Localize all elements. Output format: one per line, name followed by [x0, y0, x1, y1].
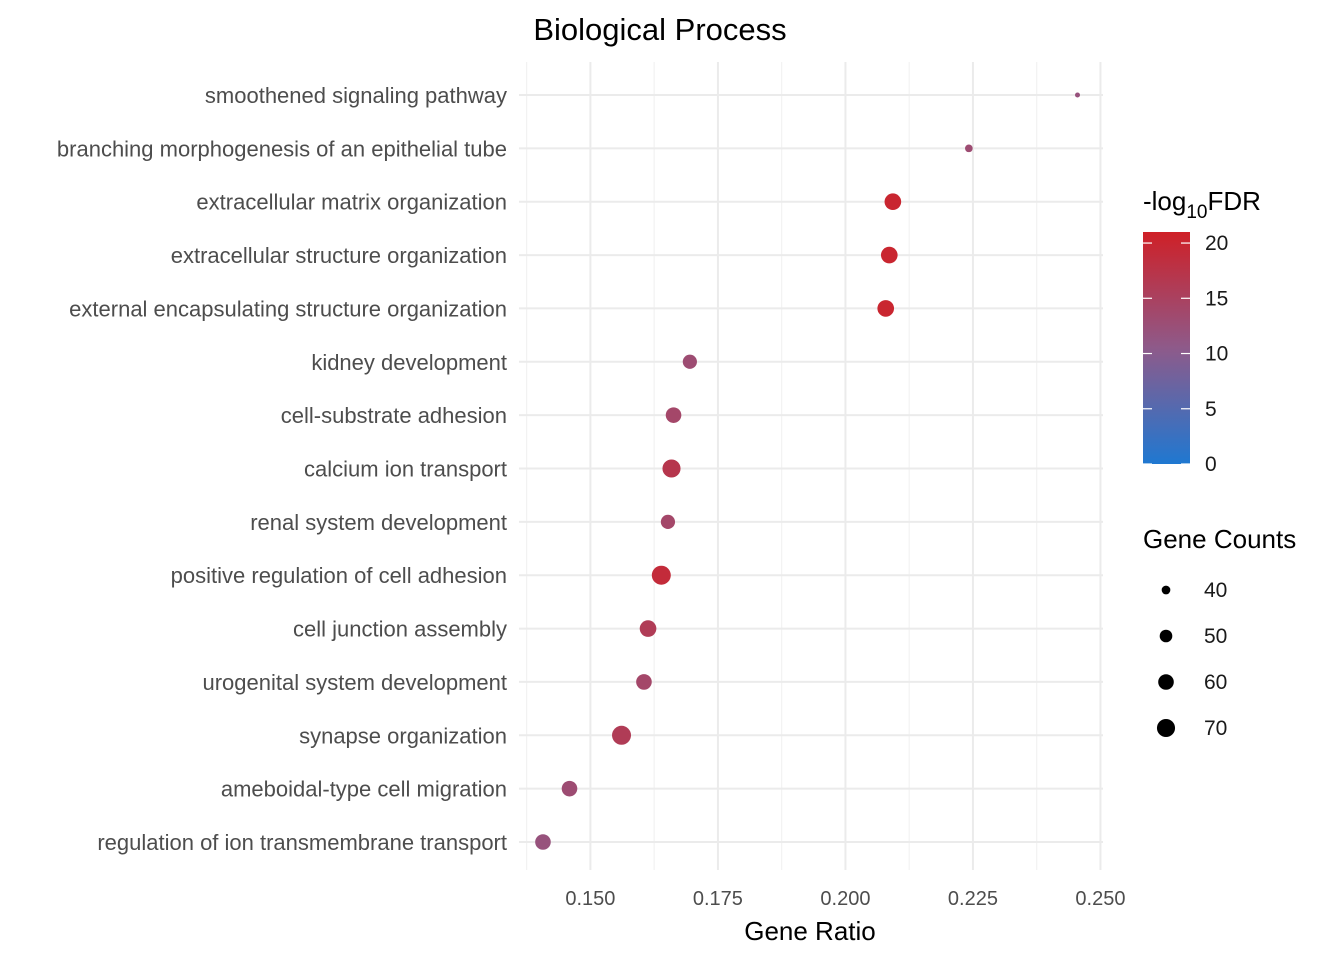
x-tick-label: 0.250 — [1075, 888, 1125, 910]
data-point — [1074, 92, 1080, 98]
x-tick-labels: 0.150 0.175 0.200 0.225 0.250 — [565, 888, 1125, 910]
data-point — [535, 834, 551, 850]
size-legend: Gene Counts 40 50 60 70 — [1143, 524, 1296, 740]
data-point — [665, 407, 682, 423]
color-legend-title-subscript: 10 — [1186, 202, 1207, 223]
grid-lines — [519, 62, 1103, 870]
color-legend-tick-label: 0 — [1205, 453, 1217, 476]
color-legend-tick-label: 10 — [1205, 343, 1228, 366]
x-axis-title: Gene Ratio — [744, 916, 876, 946]
data-point — [639, 620, 657, 637]
data-point — [612, 725, 632, 745]
category-label: calcium ion transport — [304, 457, 507, 482]
data-point — [660, 514, 676, 529]
data-point — [561, 780, 578, 797]
data-point — [662, 459, 681, 478]
size-legend-dot — [1159, 629, 1173, 643]
x-tick-label: 0.225 — [948, 888, 998, 910]
color-legend-tick-label: 20 — [1205, 232, 1228, 255]
size-legend-label: 60 — [1204, 671, 1227, 694]
color-legend-tick-label: 5 — [1205, 398, 1217, 421]
size-legend-label: 70 — [1204, 717, 1227, 740]
data-point — [636, 674, 652, 690]
category-label: branching morphogenesis of an epithelial… — [57, 136, 507, 161]
color-legend-bar — [1143, 232, 1190, 464]
size-legend-dot — [1161, 585, 1171, 595]
x-tick-label: 0.150 — [565, 888, 615, 910]
x-tick-label: 0.200 — [820, 888, 870, 910]
category-label: smoothened signaling pathway — [205, 83, 507, 108]
data-point — [884, 193, 902, 211]
data-point — [965, 144, 973, 153]
category-label: regulation of ion transmembrane transpor… — [97, 830, 507, 855]
category-labels: smoothened signaling pathway branching mo… — [57, 83, 507, 855]
category-label: synapse organization — [299, 723, 507, 748]
category-label: cell-substrate adhesion — [281, 403, 507, 428]
category-label: positive regulation of cell adhesion — [171, 563, 507, 588]
category-label: kidney development — [311, 350, 507, 375]
chart-title: Biological Process — [533, 12, 786, 47]
size-legend-dot — [1158, 674, 1174, 690]
size-legend-title: Gene Counts — [1143, 524, 1296, 554]
data-points — [535, 92, 1080, 850]
size-legend-dot — [1156, 718, 1176, 738]
category-label: cell junction assembly — [293, 617, 507, 642]
color-legend-ticks: 0 5 10 15 20 — [1143, 232, 1228, 476]
category-label: ameboidal-type cell migration — [221, 777, 507, 802]
data-point — [880, 246, 898, 264]
category-label: extracellular matrix organization — [196, 190, 507, 215]
category-label: urogenital system development — [203, 670, 508, 695]
size-legend-label: 40 — [1204, 579, 1227, 602]
size-legend-label: 50 — [1204, 625, 1227, 648]
color-legend-tick-label: 15 — [1205, 287, 1228, 310]
category-label: extracellular structure organization — [171, 243, 507, 268]
x-tick-label: 0.175 — [693, 888, 743, 910]
data-point — [682, 354, 697, 369]
category-label: external encapsulating structure organiz… — [69, 296, 507, 321]
color-legend-title-suffix: FDR — [1208, 186, 1261, 216]
data-point — [877, 300, 895, 317]
color-legend-title: -log10FDR — [1143, 186, 1261, 223]
data-point — [651, 565, 671, 585]
color-legend-title-prefix: -log — [1143, 186, 1186, 216]
size-legend-items: 40 50 60 70 — [1156, 579, 1227, 740]
category-label: renal system development — [250, 510, 507, 535]
